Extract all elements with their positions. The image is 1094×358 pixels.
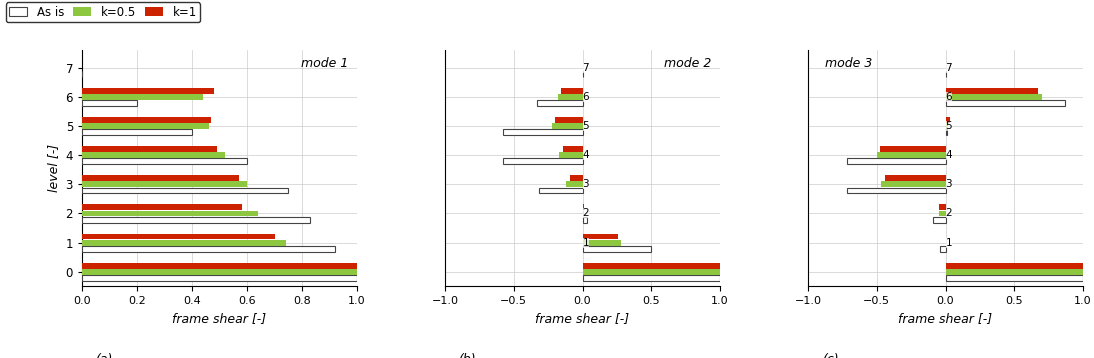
Bar xyxy=(945,129,947,135)
Bar xyxy=(503,158,582,164)
Bar xyxy=(559,152,582,158)
Text: 2: 2 xyxy=(582,208,590,218)
Bar xyxy=(566,182,582,187)
Bar xyxy=(939,204,945,210)
Bar xyxy=(82,182,247,187)
Bar xyxy=(582,204,584,210)
Bar xyxy=(560,88,582,93)
Bar xyxy=(939,211,945,216)
Bar xyxy=(82,175,238,181)
Bar xyxy=(885,175,945,181)
Y-axis label: level [-]: level [-] xyxy=(47,144,60,192)
Bar xyxy=(881,182,945,187)
Bar xyxy=(82,94,203,100)
X-axis label: frame shear [-]: frame shear [-] xyxy=(535,312,630,325)
Bar xyxy=(880,146,945,152)
Text: 2: 2 xyxy=(945,208,952,218)
Text: 7: 7 xyxy=(945,63,952,73)
Bar xyxy=(945,275,1083,281)
Bar xyxy=(558,94,582,100)
Text: (a): (a) xyxy=(95,353,113,358)
Bar xyxy=(82,275,357,281)
Bar xyxy=(82,217,311,223)
Text: mode 2: mode 2 xyxy=(664,57,712,70)
Text: 6: 6 xyxy=(945,92,952,102)
Bar xyxy=(82,240,286,246)
Text: 4: 4 xyxy=(582,150,590,160)
Text: 5: 5 xyxy=(945,121,952,131)
Text: 1: 1 xyxy=(582,238,590,248)
Bar xyxy=(82,123,209,129)
Bar xyxy=(570,175,582,181)
Bar xyxy=(945,100,1066,106)
Bar xyxy=(82,88,214,93)
Bar xyxy=(82,269,357,275)
Text: mode 3: mode 3 xyxy=(825,57,872,70)
X-axis label: frame shear [-]: frame shear [-] xyxy=(173,312,267,325)
Bar xyxy=(537,100,582,106)
Bar xyxy=(82,117,211,123)
Bar xyxy=(82,129,193,135)
Text: (c): (c) xyxy=(822,353,838,358)
Text: (b): (b) xyxy=(458,353,476,358)
Bar xyxy=(582,234,618,240)
Text: 7: 7 xyxy=(582,63,590,73)
Bar xyxy=(945,263,1083,268)
Bar xyxy=(82,158,247,164)
Bar xyxy=(933,217,945,223)
Bar xyxy=(847,158,945,164)
Bar xyxy=(582,211,584,216)
Bar xyxy=(945,88,1038,93)
Bar xyxy=(82,100,137,106)
X-axis label: frame shear [-]: frame shear [-] xyxy=(898,312,992,325)
Bar xyxy=(563,146,582,152)
Text: 6: 6 xyxy=(582,92,590,102)
Bar xyxy=(503,129,582,135)
Legend: As is, k=0.5, k=1: As is, k=0.5, k=1 xyxy=(5,2,200,23)
Bar xyxy=(82,204,242,210)
Bar xyxy=(876,152,945,158)
Text: 1: 1 xyxy=(945,238,952,248)
Bar xyxy=(582,263,720,268)
Bar xyxy=(82,246,335,252)
Bar xyxy=(82,188,289,193)
Bar xyxy=(940,246,945,252)
Bar xyxy=(582,240,621,246)
Bar xyxy=(945,269,1083,275)
Bar xyxy=(945,123,948,129)
Text: 5: 5 xyxy=(582,121,590,131)
Text: 4: 4 xyxy=(945,150,952,160)
Text: mode 1: mode 1 xyxy=(302,57,349,70)
Bar xyxy=(552,123,582,129)
Bar xyxy=(847,188,945,193)
Bar xyxy=(82,146,217,152)
Bar xyxy=(82,263,357,268)
Text: 3: 3 xyxy=(945,179,952,189)
Bar xyxy=(582,275,720,281)
Text: 3: 3 xyxy=(582,179,590,189)
Bar xyxy=(555,117,582,123)
Bar xyxy=(945,117,950,123)
Bar xyxy=(582,217,586,223)
Bar xyxy=(82,211,258,216)
Bar xyxy=(82,234,275,240)
Bar xyxy=(582,246,651,252)
Bar xyxy=(582,269,720,275)
Bar xyxy=(82,152,225,158)
Bar xyxy=(945,94,1041,100)
Bar xyxy=(538,188,582,193)
